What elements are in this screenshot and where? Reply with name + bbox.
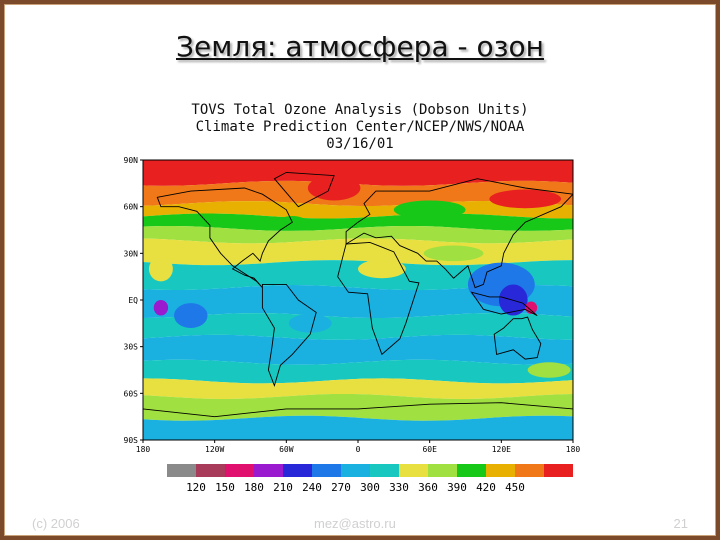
figure-title-line3: 03/16/01	[326, 136, 394, 152]
continent-outline	[273, 171, 335, 208]
slide: Земля: атмосфера - озон TOVS Total Ozone…	[4, 4, 716, 536]
legend-label: 270	[331, 481, 351, 494]
continent-outlines	[143, 171, 573, 440]
legend-label: 120	[186, 481, 206, 494]
legend-label: 450	[505, 481, 525, 494]
ozone-feature	[527, 362, 571, 378]
continent-outline	[470, 291, 538, 316]
ozone-feature	[288, 314, 332, 333]
continent-outline	[337, 241, 420, 356]
color-legend: 120 150 180 210 240 270 300 330 360 390 420 450	[167, 464, 573, 494]
legend-label: 360	[418, 481, 438, 494]
figure-title-line1: TOVS Total Ozone Analysis (Dobson Units)	[191, 102, 529, 118]
continent-outline	[156, 187, 293, 288]
longitude-label: 180	[566, 445, 581, 454]
continent-outline	[143, 402, 573, 440]
figure-title: TOVS Total Ozone Analysis (Dobson Units)…	[4, 102, 716, 153]
ozone-field	[143, 160, 573, 440]
latitude-label: 30S	[124, 343, 139, 352]
legend-swatch	[341, 464, 370, 477]
legend-swatch	[399, 464, 428, 477]
latitude-label: 30N	[124, 249, 139, 258]
legend-swatch	[167, 464, 196, 477]
longitude-label: 60E	[422, 445, 437, 454]
ozone-feature	[489, 189, 562, 209]
longitude-axis: 180 120W 60W 0 60E 120E 180	[136, 440, 581, 454]
ozone-band	[143, 378, 573, 399]
legend-swatch	[312, 464, 341, 477]
ozone-feature	[148, 256, 173, 282]
legend-swatch	[283, 464, 312, 477]
legend-swatch	[486, 464, 515, 477]
legend-label: 210	[273, 481, 293, 494]
legend-label: 330	[389, 481, 409, 494]
ozone-feature	[358, 259, 406, 279]
ozone-band	[143, 201, 573, 219]
ozone-feature	[174, 303, 208, 328]
legend-label: 150	[215, 481, 235, 494]
legend-label: 300	[360, 481, 380, 494]
continent-outline	[261, 283, 317, 387]
latitude-label: EQ	[128, 296, 138, 305]
latitude-label: 90S	[124, 436, 139, 445]
ozone-band	[143, 313, 573, 340]
latitude-label: 90N	[124, 156, 139, 165]
footer-email: mez@astro.ru	[314, 516, 396, 531]
legend-swatch	[515, 464, 544, 477]
ozone-band	[143, 415, 573, 440]
legend-label: 420	[476, 481, 496, 494]
legend-label: 390	[447, 481, 467, 494]
ozone-feature	[423, 245, 484, 262]
ozone-feature	[393, 200, 466, 220]
ozone-band	[143, 180, 573, 207]
legend-swatch	[254, 464, 283, 477]
figure-title-line2: Climate Prediction Center/NCEP/NWS/NOAA	[195, 119, 525, 135]
ozone-band	[143, 225, 573, 244]
continent-outline	[345, 178, 573, 289]
ozone-band	[143, 359, 573, 384]
slide-title: Земля: атмосфера - озон	[176, 30, 544, 63]
ozone-band	[143, 285, 573, 319]
ozone-band	[143, 393, 573, 421]
footer-copyright: (c) 2006	[32, 516, 80, 531]
latitude-axis: 90N 60N 30N EQ 30S 60S 90S	[124, 156, 143, 445]
ozone-band	[143, 334, 573, 365]
ozone-band	[143, 160, 573, 186]
legend-swatch	[196, 464, 225, 477]
legend-swatch	[370, 464, 399, 477]
longitude-label: 120E	[492, 445, 511, 454]
legend-label: 240	[302, 481, 322, 494]
footer-page-number: 21	[673, 516, 688, 531]
longitude-label: 60W	[279, 445, 294, 454]
legend-swatch	[544, 464, 573, 477]
latitude-label: 60S	[124, 389, 139, 398]
longitude-label: 0	[356, 445, 361, 454]
longitude-label: 120W	[205, 445, 224, 454]
continent-outline	[493, 316, 542, 360]
legend-swatch	[225, 464, 254, 477]
longitude-label: 180	[136, 445, 151, 454]
latitude-label: 60N	[124, 203, 139, 212]
legend-swatch	[457, 464, 486, 477]
legend-label: 180	[244, 481, 264, 494]
ozone-feature	[307, 175, 361, 201]
legend-swatch	[428, 464, 457, 477]
ozone-feature	[153, 300, 169, 316]
